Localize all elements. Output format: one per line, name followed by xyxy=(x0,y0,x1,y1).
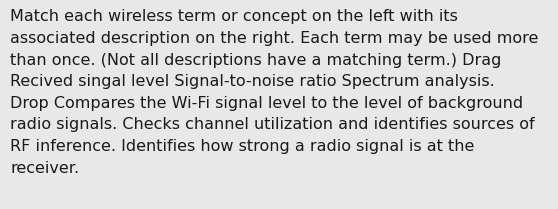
Text: Match each wireless term or concept on the left with its
associated description : Match each wireless term or concept on t… xyxy=(10,9,538,176)
